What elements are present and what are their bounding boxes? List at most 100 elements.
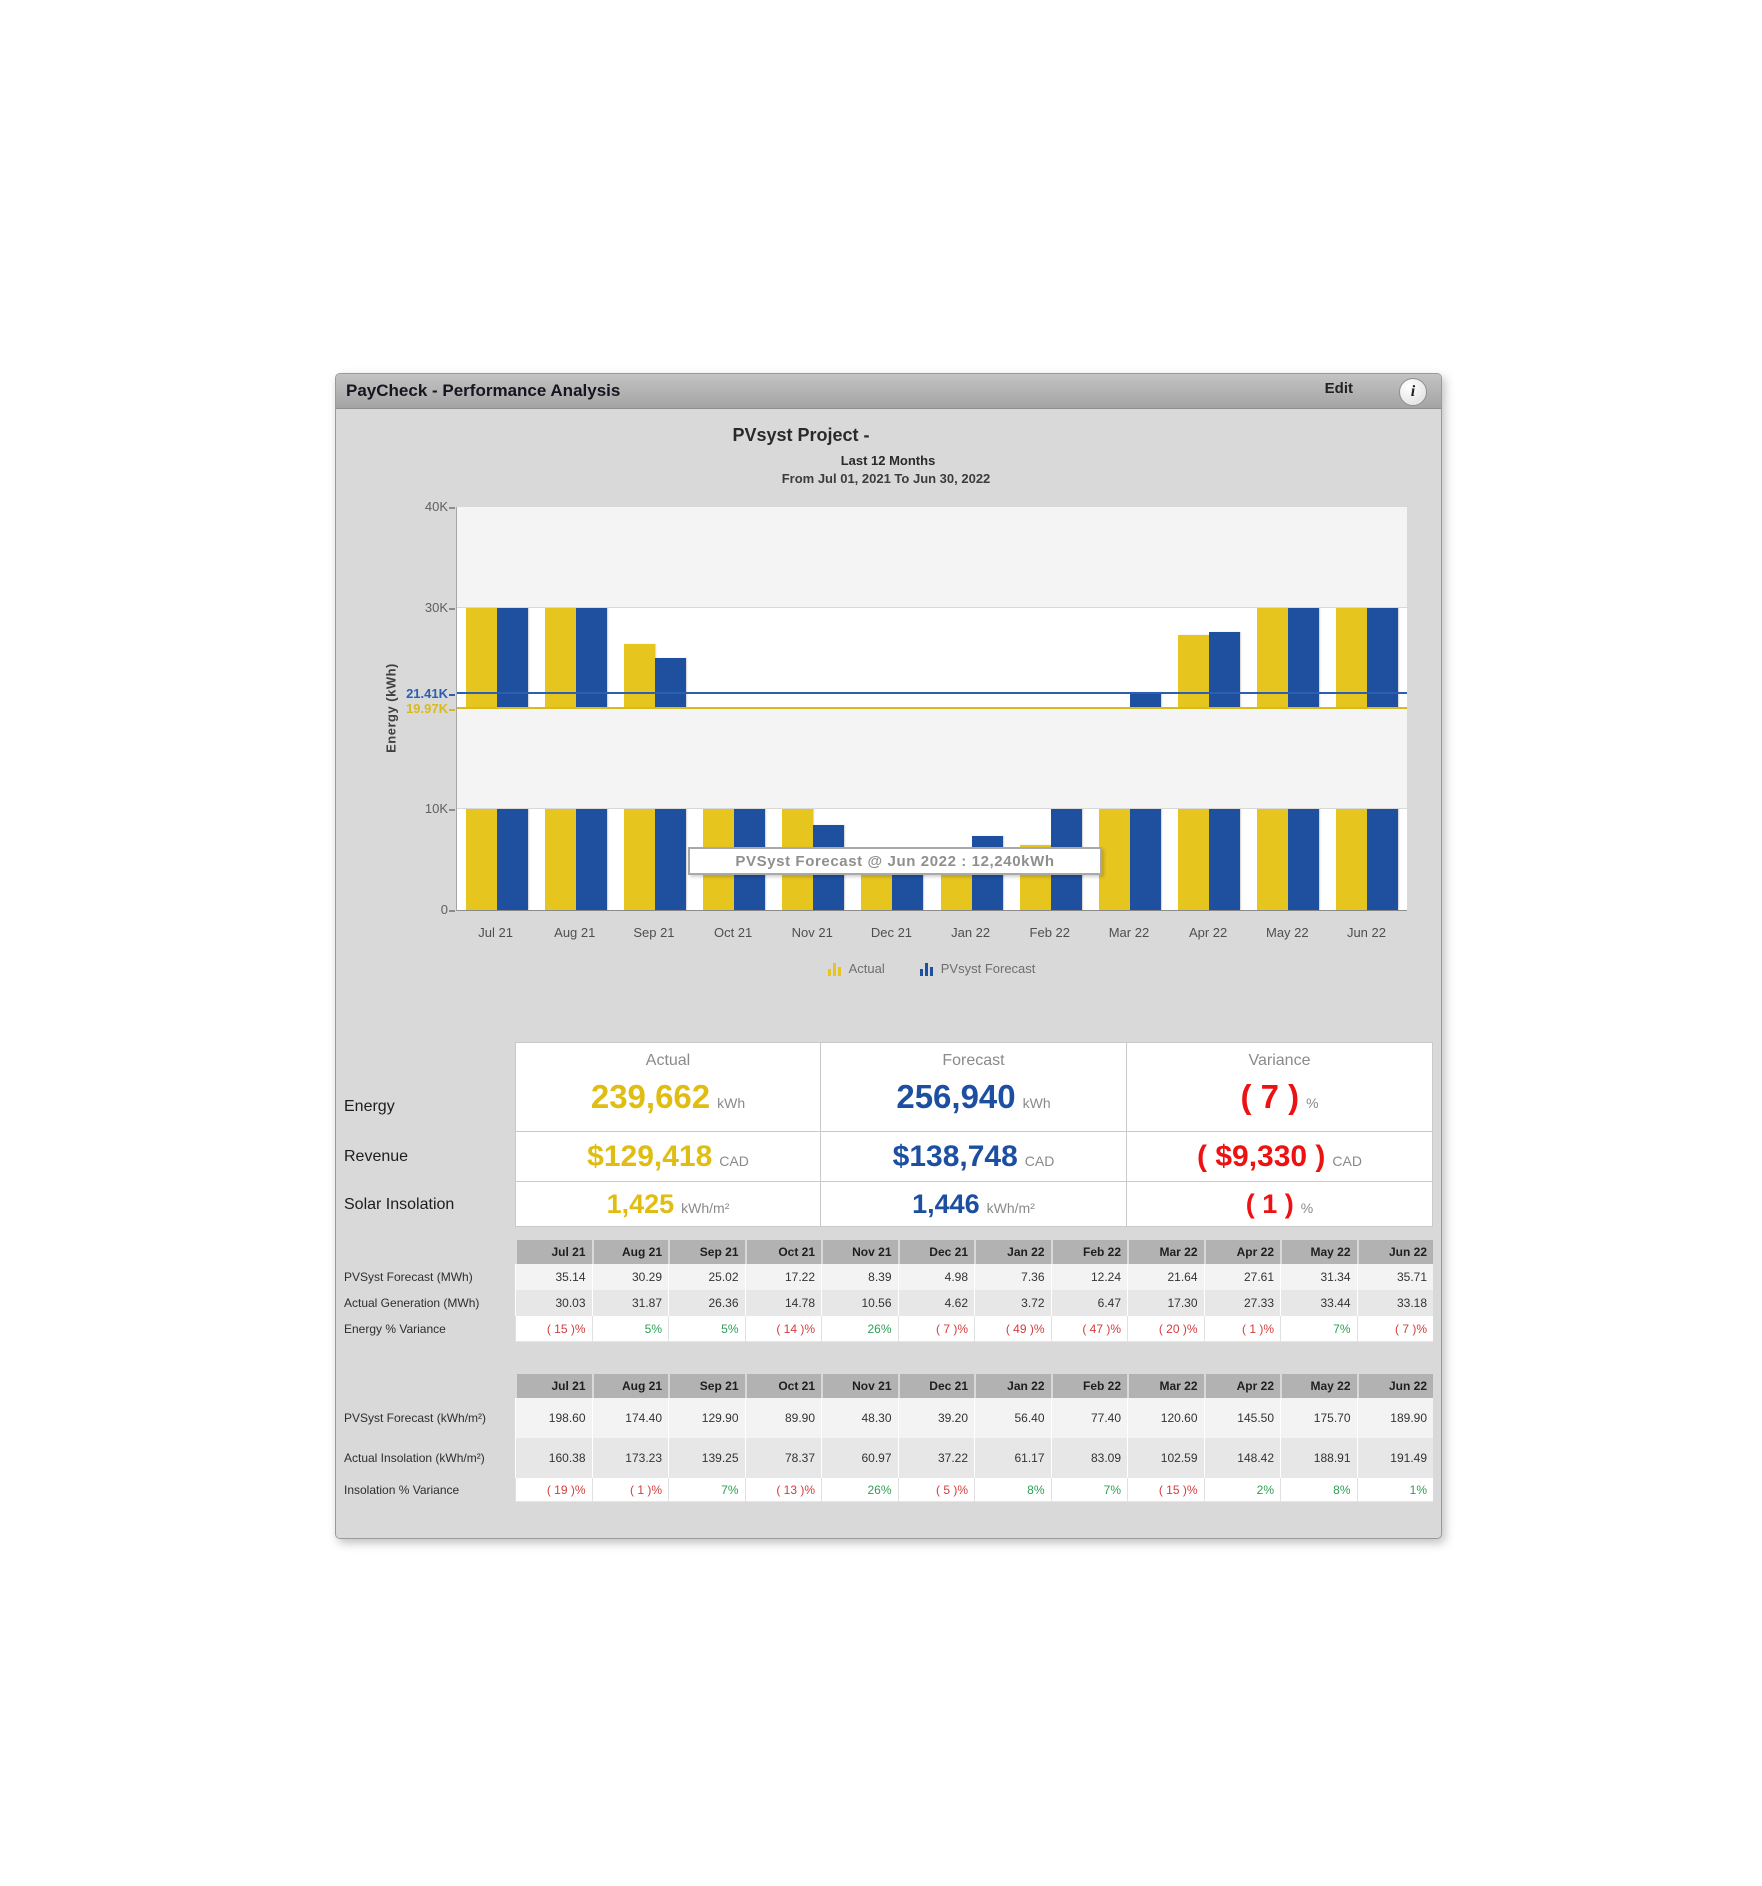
summary-unit: kWh/m² (986, 1199, 1035, 1216)
x-axis-label: Apr 22 (1188, 925, 1228, 940)
summary-col-header: Variance (1248, 1052, 1311, 1069)
legend-item-pvsyst-forecast[interactable]: PVsyst Forecast (919, 961, 1035, 976)
table-cell: 4.62 (897, 1290, 974, 1316)
month-header: Jun 22 (1356, 1240, 1433, 1264)
y-tick-mark (449, 607, 455, 610)
table-cell: 27.61 (1203, 1264, 1280, 1290)
table-corner (344, 1374, 515, 1398)
month-header: Oct 21 (744, 1240, 821, 1264)
x-axis-label: Oct 21 (713, 925, 753, 940)
plot-band (457, 507, 1407, 608)
table-cell: 7% (668, 1478, 745, 1502)
summary-unit: CAD (1024, 1152, 1055, 1169)
table-row-label: Insolation % Variance (344, 1483, 460, 1497)
summary-actual-cell: Actual 239,662 kWh (515, 1042, 821, 1132)
table-cell: 30.03 (515, 1290, 592, 1316)
table-cell: ( 1 )% (591, 1478, 668, 1502)
table-cell: 27.33 (1203, 1290, 1280, 1316)
table-cell: 173.23 (591, 1438, 668, 1478)
month-header: Dec 21 (897, 1240, 974, 1264)
table-cell: ( 13 )% (744, 1478, 821, 1502)
x-axis-label: Dec 21 (870, 925, 913, 940)
summary-table: Energy Actual 239,662 kWh Forecast 256,940 kWh… (344, 1042, 1433, 1227)
table-cell: 17.22 (744, 1264, 821, 1290)
table-cell: 6.47 (1050, 1290, 1127, 1316)
table-row-label: Actual Generation (MWh) (344, 1296, 480, 1310)
table-cell: 37.22 (897, 1438, 974, 1478)
summary-unit: CAD (719, 1152, 749, 1169)
table-cell: 8% (974, 1478, 1051, 1502)
edit-button[interactable]: Edit (1324, 380, 1353, 397)
table-cell: 78.37 (744, 1438, 821, 1478)
window-title: PayCheck - Performance Analysis (346, 381, 621, 400)
month-header: Mar 22 (1127, 1240, 1204, 1264)
summary-actual-cell: $129,418 CAD (515, 1132, 821, 1182)
x-axis-label: Jun 22 (1346, 925, 1386, 940)
average-line (457, 706, 1407, 709)
table-corner (344, 1240, 515, 1264)
y-tick-mark (449, 507, 455, 509)
summary-value: ( 7 ) (1240, 1078, 1300, 1115)
month-header: Jan 22 (974, 1374, 1051, 1398)
x-axis-label: Jan 22 (951, 925, 991, 940)
table-cell: 56.40 (974, 1398, 1051, 1438)
actual-bar[interactable] (940, 872, 972, 910)
table-cell: 1% (1356, 1478, 1433, 1502)
summary-unit: kWh/m² (681, 1199, 730, 1216)
table-cell: 198.60 (515, 1398, 592, 1438)
month-header: Nov 21 (821, 1240, 898, 1264)
table-cell: 89.90 (744, 1398, 821, 1438)
month-header: Mar 22 (1127, 1374, 1204, 1398)
window-titlebar: PayCheck - Performance Analysis Edit i (336, 374, 1441, 409)
month-header: Feb 22 (1050, 1240, 1127, 1264)
table-cell: 10.56 (821, 1290, 898, 1316)
table-cell: ( 15 )% (1127, 1478, 1204, 1502)
y-tick-label: 0 (440, 902, 448, 917)
plot-band (457, 708, 1407, 810)
table-cell: 129.90 (668, 1398, 745, 1438)
y-tick-mark (449, 910, 455, 912)
month-header: Sep 21 (668, 1374, 745, 1398)
table-cell: 35.71 (1356, 1264, 1433, 1290)
table-cell: ( 7 )% (1356, 1316, 1433, 1342)
info-icon[interactable]: i (1399, 378, 1427, 406)
y-tick-mark (449, 809, 455, 812)
table-cell: 148.42 (1203, 1438, 1280, 1478)
table-cell: ( 5 )% (897, 1478, 974, 1502)
table-cell: 160.38 (515, 1438, 592, 1478)
summary-variance-cell: ( $9,330 ) CAD (1127, 1132, 1433, 1182)
table-cell: 139.25 (668, 1438, 745, 1478)
summary-row-label: Energy (344, 1098, 395, 1115)
summary-value: $138,748 (892, 1139, 1018, 1173)
summary-value: ( 1 ) (1245, 1188, 1294, 1219)
chart-date-range: From Jul 01, 2021 To Jun 30, 2022 (781, 471, 991, 486)
month-header: Apr 22 (1203, 1240, 1280, 1264)
x-axis-labels: Jul 21 Aug 21 Sep 21 Oct 21 Nov 21 Dec 21 Jan … (456, 925, 1406, 940)
table-cell: 4.98 (897, 1264, 974, 1290)
table-cell: 102.59 (1127, 1438, 1204, 1478)
y-tick-label: 30K (424, 599, 448, 615)
table-cell: 5% (591, 1316, 668, 1342)
table-cell: 33.44 (1280, 1290, 1357, 1316)
chart-legend: Actual PVsyst Forecast (456, 961, 1406, 976)
table-cell: 33.18 (1356, 1290, 1433, 1316)
y-tick-label: 40K (424, 499, 448, 514)
table-cell: 21.64 (1127, 1264, 1204, 1290)
table-cell: 61.17 (974, 1438, 1051, 1478)
average-line-label: 19.97K (406, 700, 448, 716)
x-axis-label: Feb 22 (1029, 925, 1071, 940)
chart-title: PVsyst Project - (732, 425, 870, 445)
table-cell: 17.30 (1127, 1290, 1204, 1316)
legend-label: Actual (848, 961, 885, 976)
table-cell: ( 1 )% (1203, 1316, 1280, 1342)
legend-item-actual[interactable]: Actual (827, 961, 885, 976)
month-header: Apr 22 (1203, 1374, 1280, 1398)
x-axis-label: Jul 21 (478, 925, 513, 940)
summary-unit: CAD (1332, 1152, 1362, 1169)
x-axis-label: Nov 21 (791, 925, 833, 940)
x-axis-label: May 22 (1265, 925, 1309, 940)
insolation-monthly-table: Jul 21 Aug 21 Sep 21 Oct 21 Nov 21 Dec 21 Jan … (344, 1374, 1433, 1502)
month-header: Feb 22 (1050, 1374, 1127, 1398)
x-axis-label: Sep 21 (633, 925, 675, 940)
table-cell: 77.40 (1050, 1398, 1127, 1438)
